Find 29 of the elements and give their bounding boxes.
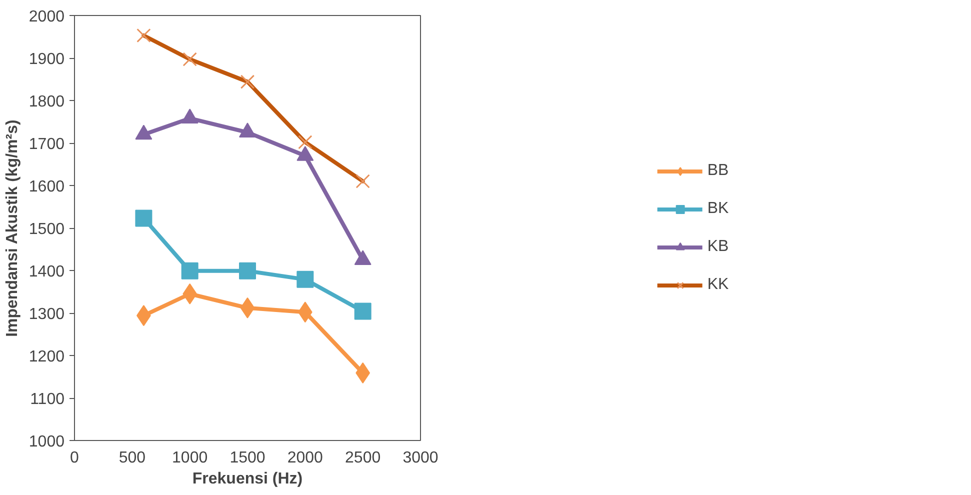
x-axis-title: Frekuensi (Hz) <box>192 470 303 488</box>
legend-label: BB <box>707 162 729 180</box>
x-tick-label: 500 <box>118 450 146 466</box>
y-tick-label: 1300 <box>28 306 65 323</box>
x-tick-label: 2000 <box>287 450 324 466</box>
x-tick-label: 1000 <box>172 450 208 466</box>
legend-label: BK <box>707 200 729 218</box>
legend-label: KK <box>707 276 729 294</box>
point <box>296 270 314 288</box>
legend-label: KB <box>707 238 729 256</box>
y-axis-title: Impendansi Akustik (kg/m²s) <box>4 120 21 337</box>
y-tick-label: 1000 <box>28 434 65 450</box>
y-tick-label: 1600 <box>28 178 65 196</box>
x-tick-label: 0 <box>70 450 80 466</box>
x-tick-label: 3000 <box>402 450 438 466</box>
y-tick-label: 1900 <box>28 51 65 68</box>
y-tick-label: 1500 <box>28 221 65 238</box>
y-tick-label: 1800 <box>28 94 65 110</box>
point <box>239 262 256 280</box>
y-tick-label: 1200 <box>28 348 65 366</box>
y-tick-label: 2000 <box>28 8 65 26</box>
point <box>354 302 372 320</box>
x-tick-label: 1500 <box>230 450 266 466</box>
point <box>135 210 152 227</box>
point <box>181 262 198 280</box>
x-tick-label: 2500 <box>345 450 381 466</box>
y-tick-label: 1400 <box>28 264 65 280</box>
y-tick-label: 1700 <box>28 136 65 153</box>
y-tick-label: 1100 <box>30 391 65 408</box>
